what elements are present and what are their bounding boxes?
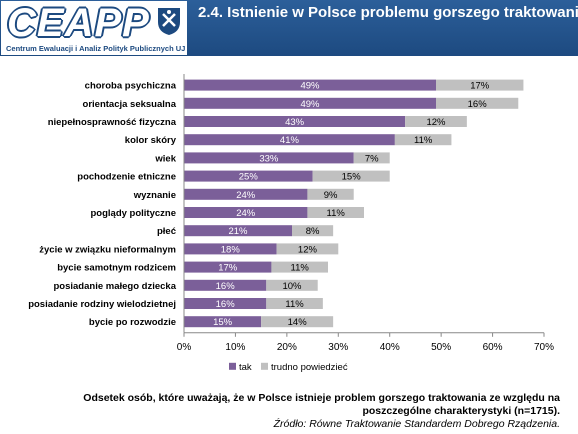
category-label: choroba psychiczna [85, 81, 177, 92]
data-label: 16% [216, 281, 236, 292]
bar-trudno-powiedziec [266, 279, 318, 291]
slide-title: 2.4. Istnienie w Polsce problemu gorszeg… [198, 4, 578, 21]
bar-tak [184, 79, 436, 91]
data-label: 16% [468, 99, 488, 110]
category-label: bycie po rozwodzie [89, 317, 176, 328]
bar-tak [184, 298, 267, 309]
data-label: 25% [239, 172, 259, 183]
x-tick-label: 70% [534, 342, 554, 353]
legend-label-tak: tak [239, 362, 252, 373]
data-label: 9% [324, 190, 338, 201]
bar-tak [184, 170, 313, 182]
data-label: 8% [306, 226, 320, 237]
university-crest-icon [158, 8, 180, 35]
bar-tak [184, 188, 308, 200]
bar-trudno-powiedziec [276, 243, 339, 255]
bar-trudno-powiedziec [307, 188, 354, 200]
bar-tak [184, 116, 406, 127]
data-label: 18% [221, 244, 241, 255]
logo-wordmark: CEAPP [7, 1, 150, 45]
data-label: 16% [216, 299, 236, 310]
bar-tak [184, 134, 395, 146]
data-label: 15% [213, 317, 233, 328]
category-label: orientacja seksualna [83, 99, 177, 110]
bar-tak [184, 152, 354, 164]
category-label: kolor skóry [125, 135, 177, 146]
data-label: 33% [259, 153, 279, 164]
data-label: 11% [414, 135, 433, 146]
category-label: niepełnosprawność fizyczna [48, 117, 177, 128]
logo-subtitle: Centrum Ewaluacji i Analiz Polityk Publi… [6, 44, 186, 53]
category-label: wiek [154, 153, 176, 164]
data-label: 17% [470, 81, 490, 92]
bar-trudno-powiedziec [261, 316, 334, 328]
data-label: 41% [280, 135, 300, 146]
data-label: 24% [236, 190, 256, 201]
category-label: posiadanie małego dziecka [54, 281, 177, 292]
bar-trudno-powiedziec [266, 298, 323, 309]
bar-trudno-powiedziec [436, 97, 519, 109]
x-tick-label: 50% [431, 342, 451, 353]
bar-trudno-powiedziec [394, 134, 452, 146]
category-label: płeć [157, 226, 176, 237]
category-label: wyznanie [133, 190, 176, 201]
bar-tak [184, 97, 436, 109]
data-label: 12% [426, 117, 446, 128]
bar-tak [184, 316, 262, 328]
data-label: 43% [285, 117, 305, 128]
stacked-bar-chart: choroba psychiczna 49% 17% orientacja seksu… [28, 74, 554, 373]
bar-trudno-powiedziec [307, 207, 364, 218]
data-label: 7% [365, 153, 379, 164]
category-label: bycie samotnym rodzicem [57, 263, 176, 274]
category-label: poglądy polityczne [90, 208, 176, 219]
data-label: 10% [282, 281, 302, 292]
bar-tak [184, 243, 277, 255]
x-tick-label: 30% [328, 342, 348, 353]
data-label: 49% [300, 99, 320, 110]
category-label: posiadanie rodziny wielodzietnej [28, 299, 176, 310]
chart-caption-line1: Odsetek osób, które uważają, że w Polsce… [83, 392, 560, 404]
logo: CEAPP Centrum Ewaluacji i Analiz Polityk… [1, 1, 187, 55]
bar-trudno-powiedziec [271, 261, 328, 273]
bar-tak [184, 279, 267, 291]
bar-trudno-powiedziec [353, 152, 390, 164]
legend-swatch [229, 362, 236, 370]
data-label: 12% [298, 244, 318, 255]
data-label: 15% [342, 172, 362, 183]
bar-tak [184, 261, 272, 273]
chart-caption-line2: poszczególne charakterystyki (n=1715). [362, 405, 560, 417]
data-label: 24% [236, 208, 256, 219]
x-tick-label: 60% [483, 342, 503, 353]
data-label: 11% [327, 208, 346, 219]
bar-trudno-powiedziec [312, 170, 390, 182]
data-label: 11% [291, 263, 310, 274]
x-tick-label: 40% [380, 342, 400, 353]
source-note: Źródło: Równe Traktowanie Standardem Dob… [273, 418, 560, 430]
data-label: 21% [228, 226, 248, 237]
data-label: 49% [300, 81, 320, 92]
data-label: 11% [285, 299, 304, 310]
x-tick-label: 0% [177, 342, 192, 353]
bar-tak [184, 225, 292, 237]
data-label: 14% [288, 317, 308, 328]
x-tick-label: 20% [277, 342, 297, 353]
data-label: 17% [218, 263, 238, 274]
bar-trudno-powiedziec [405, 116, 467, 127]
legend-label-trudno-powiedziec: trudno powiedzieć [271, 362, 348, 373]
category-label: życie w związku nieformalnym [39, 244, 176, 255]
bar-trudno-powiedziec [436, 79, 524, 91]
bar-trudno-powiedziec [292, 225, 334, 237]
x-tick-label: 10% [225, 342, 245, 353]
header-banner: CEAPP Centrum Ewaluacji i Analiz Polityk… [0, 0, 578, 56]
legend-swatch [261, 362, 268, 370]
category-label: pochodzenie etniczne [77, 172, 176, 183]
bar-tak [184, 207, 308, 218]
